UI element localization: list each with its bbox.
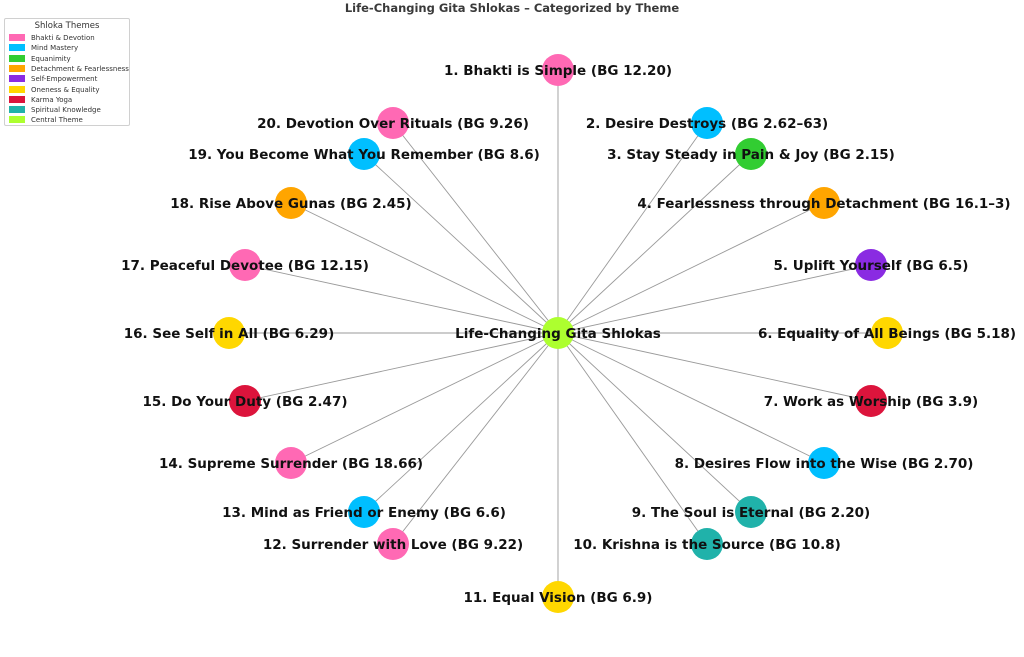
shloka-label-9: 9. The Soul is Eternal (BG 2.20)	[632, 505, 870, 521]
edge-12	[392, 332, 559, 545]
legend-swatch	[9, 75, 25, 83]
legend-swatch	[9, 34, 25, 41]
edge-20	[392, 122, 559, 334]
shloka-node-5[interactable]	[855, 249, 887, 281]
shloka-label-2: 2. Desire Destroys (BG 2.62–63)	[586, 116, 828, 132]
legend-swatch	[9, 85, 25, 93]
legend-label: Central Theme	[31, 116, 83, 125]
shloka-label-4: 4. Fearlessness through Detachment (BG 1…	[637, 196, 1010, 212]
shloka-node-19[interactable]	[348, 138, 380, 170]
center-label: Life-Changing Gita Shlokas	[455, 326, 661, 342]
shloka-label-7: 7. Work as Worship (BG 3.9)	[764, 394, 978, 410]
edge-19	[363, 153, 559, 334]
shloka-node-1[interactable]	[542, 54, 574, 86]
edge-4	[557, 202, 825, 334]
edge-10	[557, 332, 708, 545]
legend-swatch	[9, 54, 25, 62]
edge-5	[557, 264, 872, 334]
shloka-node-3[interactable]	[735, 138, 767, 170]
shloka-label-3: 3. Stay Steady in Pain & Joy (BG 2.15)	[607, 147, 895, 163]
shloka-label-6: 6. Equality of All Beings (BG 5.18)	[758, 326, 1016, 342]
shloka-node-17[interactable]	[229, 249, 261, 281]
shloka-label-16: 16. See Self in All (BG 6.29)	[124, 326, 335, 342]
edge-13	[363, 332, 559, 513]
shloka-label-13: 13. Mind as Friend or Enemy (BG 6.6)	[222, 505, 506, 521]
shloka-node-11[interactable]	[542, 581, 574, 613]
node-group	[213, 54, 903, 613]
shloka-node-8[interactable]	[808, 447, 840, 479]
legend-label: Self-Empowerment	[31, 75, 98, 84]
legend-label: Mind Mastery	[31, 44, 79, 53]
shloka-label-5: 5. Uplift Yourself (BG 6.5)	[774, 258, 969, 274]
shloka-label-10: 10. Krishna is the Source (BG 10.8)	[573, 537, 841, 553]
legend-label: Karma Yoga	[31, 95, 73, 104]
edge-14	[290, 332, 559, 464]
shloka-node-15[interactable]	[229, 385, 261, 417]
legend: Shloka Themes Bhakti & Devotion Mind Mast…	[4, 18, 130, 126]
legend-swatch	[9, 64, 25, 72]
edge-3	[557, 153, 752, 334]
edge-2	[557, 122, 708, 334]
edge-18	[290, 202, 559, 334]
legend-label: Detachment & Fearlessness	[31, 64, 129, 73]
legend-label: Bhakti & Devotion	[31, 34, 95, 42]
shloka-node-16[interactable]	[213, 317, 245, 349]
label-group: Life-Changing Gita Shlokas 1. Bhakti is S…	[121, 63, 1016, 606]
legend-swatch	[9, 44, 25, 52]
legend-swatch	[9, 95, 25, 103]
shloka-label-17: 17. Peaceful Devotee (BG 12.15)	[121, 258, 369, 274]
edge-15	[244, 332, 559, 402]
page-title: Life-Changing Gita Shlokas – Categorized…	[344, 1, 680, 15]
shloka-node-2[interactable]	[691, 107, 723, 139]
shloka-label-19: 19. You Become What You Remember (BG 8.6…	[188, 147, 540, 163]
shloka-node-20[interactable]	[377, 107, 409, 139]
shloka-label-11: 11. Equal Vision (BG 6.9)	[464, 590, 653, 606]
legend-label: Equanimity	[31, 54, 71, 63]
shloka-node-14[interactable]	[275, 447, 307, 479]
legend-label: Oneness & Equality	[31, 85, 100, 94]
shloka-label-1: 1. Bhakti is Simple (BG 12.20)	[444, 63, 672, 79]
shloka-label-14: 14. Supreme Surrender (BG 18.66)	[159, 456, 423, 472]
shloka-label-8: 8. Desires Flow into the Wise (BG 2.70)	[675, 456, 974, 472]
center-node[interactable]	[542, 317, 574, 349]
shloka-label-18: 18. Rise Above Gunas (BG 2.45)	[170, 196, 411, 212]
edge-7	[557, 332, 872, 402]
legend-swatch	[9, 116, 25, 124]
shloka-node-10[interactable]	[691, 528, 723, 560]
shloka-node-6[interactable]	[871, 317, 903, 349]
shloka-node-12[interactable]	[377, 528, 409, 560]
edge-9	[557, 332, 752, 513]
shloka-node-4[interactable]	[808, 187, 840, 219]
shloka-label-20: 20. Devotion Over Rituals (BG 9.26)	[257, 116, 529, 132]
edge-8	[557, 332, 825, 464]
shloka-node-18[interactable]	[275, 187, 307, 219]
legend-label: Spiritual Knowledge	[31, 106, 101, 115]
shloka-label-12: 12. Surrender with Love (BG 9.22)	[263, 537, 523, 553]
edge-group	[229, 70, 887, 597]
shloka-node-7[interactable]	[855, 385, 887, 417]
shloka-label-15: 15. Do Your Duty (BG 2.47)	[142, 394, 347, 410]
shloka-node-9[interactable]	[735, 496, 767, 528]
edge-17	[244, 264, 559, 334]
shloka-node-13[interactable]	[348, 496, 380, 528]
legend-swatch	[9, 106, 25, 114]
legend-title: Shloka Themes	[34, 21, 100, 31]
